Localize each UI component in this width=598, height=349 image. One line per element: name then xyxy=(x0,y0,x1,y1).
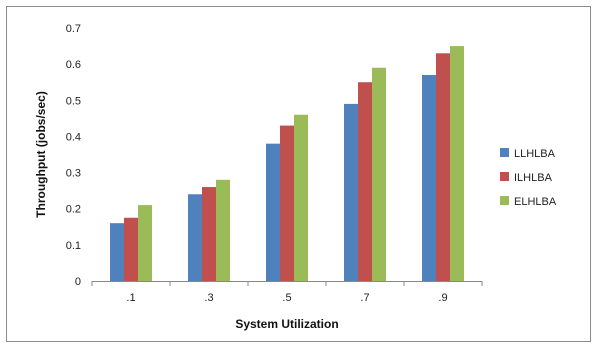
bar-ilhlba-4 xyxy=(358,82,372,281)
bar-ilhlba-1 xyxy=(124,217,138,281)
x-tick-label: .9 xyxy=(438,292,447,304)
legend: LLHLBA ILHLBA ELHLBA xyxy=(500,148,557,208)
y-tick-label: 0.3 xyxy=(66,168,81,180)
legend-swatch-elhlba xyxy=(500,196,509,205)
bar-llhlba-3 xyxy=(266,143,280,281)
bar-elhlba-2 xyxy=(216,179,230,281)
x-tick-label: .5 xyxy=(282,292,291,304)
bar-elhlba-1 xyxy=(138,205,152,281)
bar-llhlba-1 xyxy=(110,223,124,281)
bar-ilhlba-5 xyxy=(436,53,450,281)
x-tick-label: .3 xyxy=(204,292,213,304)
bar-ilhlba-3 xyxy=(280,125,294,281)
y-tick-label: 0 xyxy=(75,276,81,288)
y-tick-label: 0.5 xyxy=(66,95,81,107)
y-tick-label: 0.4 xyxy=(66,131,81,143)
bar-llhlba-2 xyxy=(188,194,202,281)
bar-llhlba-4 xyxy=(344,103,358,282)
bar-elhlba-4 xyxy=(372,67,386,281)
x-tick-label: .1 xyxy=(126,292,135,304)
y-tick-label: 0.2 xyxy=(66,204,81,216)
x-tick-label: .7 xyxy=(360,292,369,304)
legend-label-llhlba: LLHLBA xyxy=(514,148,556,160)
y-tick-label: 0.7 xyxy=(66,23,81,35)
x-axis-title: System Utilization xyxy=(235,317,338,331)
y-axis-title: Throughput (jobs/sec) xyxy=(34,91,48,218)
legend-swatch-ilhlba xyxy=(500,172,509,181)
bar-elhlba-5 xyxy=(450,46,464,282)
y-tick-label: 0.1 xyxy=(66,240,81,252)
legend-label-elhlba: ELHLBA xyxy=(514,196,557,208)
bar-ilhlba-2 xyxy=(202,187,216,281)
y-tick-label: 0.6 xyxy=(66,59,81,71)
legend-swatch-llhlba xyxy=(500,148,509,157)
bar-llhlba-5 xyxy=(422,74,436,281)
legend-label-ilhlba: ILHLBA xyxy=(514,172,553,184)
bar-elhlba-3 xyxy=(294,114,308,281)
